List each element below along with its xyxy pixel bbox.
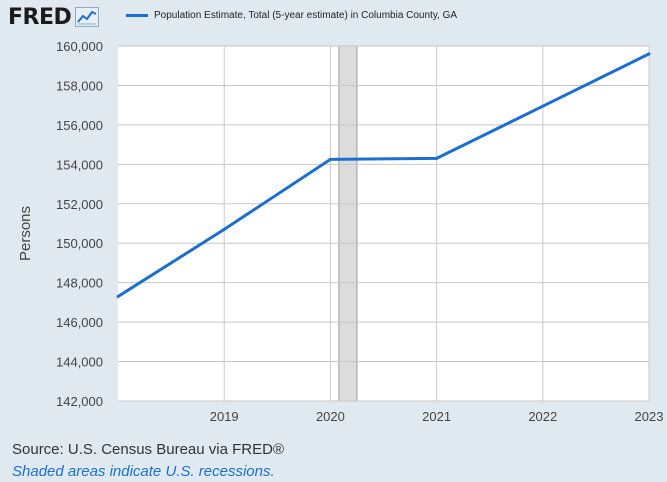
y-tick-label: 144,000	[56, 355, 103, 370]
data-points	[116, 52, 651, 298]
recession-shading	[338, 45, 358, 402]
fred-header: FRED	[8, 4, 100, 30]
x-tick-label: 2020	[316, 409, 345, 424]
y-tick-label: 150,000	[56, 236, 103, 251]
legend-swatch	[126, 14, 148, 17]
y-axis-ticks: 142,000 144,000 146,000 148,000 150,000 152,0…	[56, 39, 103, 409]
x-axis-ticks: 2019 2020 2021 2022 2023	[210, 409, 664, 424]
legend-label: Population Estimate, Total (5-year estim…	[154, 10, 458, 21]
recession-note: Shaded areas indicate U.S. recessions.	[12, 463, 275, 480]
line-chart: 142,000 144,000 146,000 148,000 150,000 152,0…	[17, 39, 664, 424]
y-tick-label: 146,000	[56, 315, 103, 330]
x-tick-label: 2023	[635, 409, 664, 424]
y-tick-label: 148,000	[56, 276, 103, 291]
y-tick-label: 152,000	[56, 197, 103, 212]
y-tick-label: 156,000	[56, 118, 103, 133]
data-point[interactable]	[116, 294, 120, 298]
chart-legend: Population Estimate, Total (5-year estim…	[126, 10, 457, 21]
y-axis-label: Persons	[17, 206, 34, 261]
data-point[interactable]	[435, 156, 439, 160]
data-point[interactable]	[328, 157, 332, 161]
x-tick-label: 2021	[422, 409, 451, 424]
y-tick-label: 158,000	[56, 78, 103, 93]
plot-area	[118, 46, 649, 401]
series-line	[117, 52, 650, 298]
data-point[interactable]	[541, 104, 545, 108]
source-note: Source: U.S. Census Bureau via FRED®	[12, 441, 284, 458]
x-tick-label: 2022	[528, 409, 557, 424]
y-tick-label: 154,000	[56, 157, 103, 172]
data-point[interactable]	[647, 52, 651, 56]
y-tick-label: 160,000	[56, 39, 103, 54]
x-tick-label: 2019	[210, 409, 239, 424]
data-point[interactable]	[222, 227, 226, 231]
fred-logo[interactable]: FRED	[8, 4, 72, 30]
trend-line-icon	[75, 7, 100, 27]
y-tick-label: 142,000	[56, 394, 103, 409]
recession-band	[338, 45, 358, 402]
